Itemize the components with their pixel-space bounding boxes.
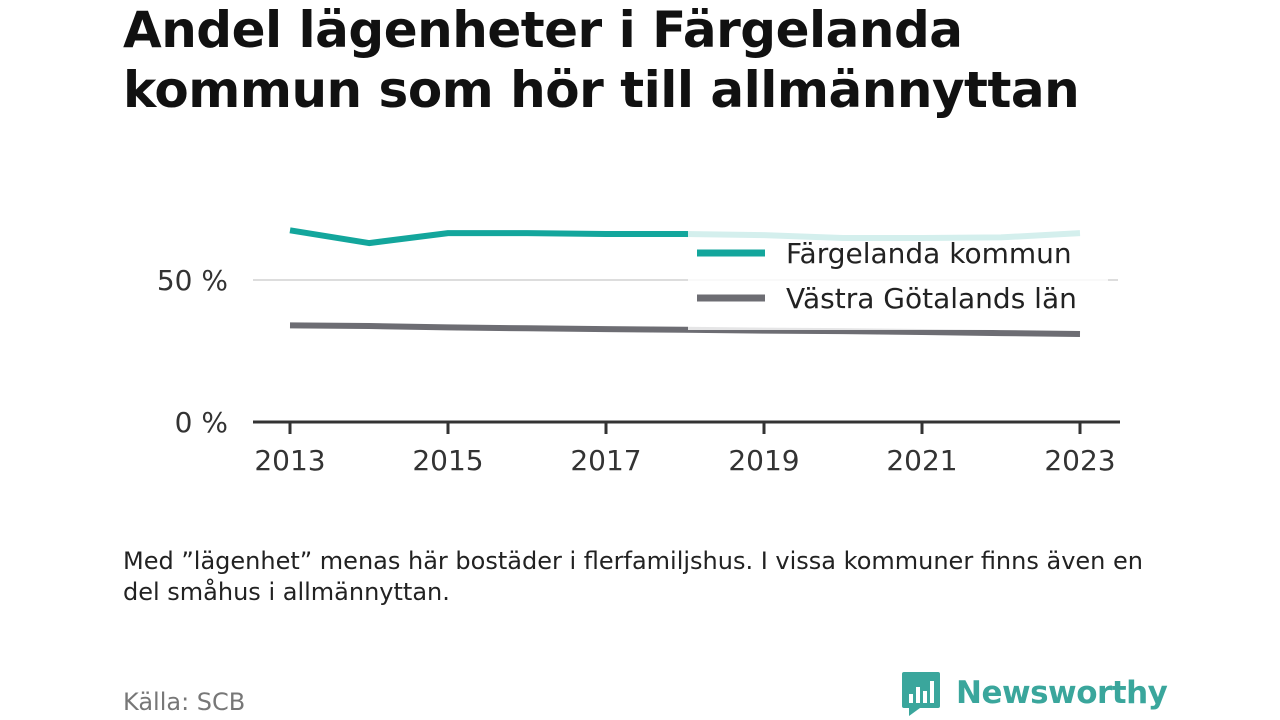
brand-signature: Newsworthy (900, 670, 1168, 716)
y-axis-labels: 0 % 50 % (157, 264, 228, 439)
series-line-2 (289, 322, 1081, 337)
legend-background (688, 228, 1108, 330)
brand-name: Newsworthy (956, 675, 1168, 711)
chart-note: Med ”lägenhet” menas här bostäder i fler… (123, 547, 1143, 606)
x-axis: 2013 2015 2017 2019 2021 2023 (253, 420, 1120, 477)
x-tick-label: 2021 (886, 444, 957, 477)
x-tick-label: 2015 (412, 444, 483, 477)
y-tick-label: 0 % (175, 406, 228, 439)
chart-title: Andel lägenheter i Färgelanda kommun som… (123, 1, 1080, 119)
newsworthy-logo-icon (902, 672, 940, 716)
x-tick-label: 2019 (728, 444, 799, 477)
x-tick-label: 2023 (1044, 444, 1115, 477)
source-label: Källa: SCB (123, 688, 246, 716)
legend: Färgelanda kommun Västra Götalands län (688, 228, 1108, 330)
y-tick-label: 50 % (157, 264, 228, 297)
legend-label-1: Färgelanda kommun (786, 237, 1072, 270)
x-tick-label: 2013 (254, 444, 325, 477)
x-tick-label: 2017 (570, 444, 641, 477)
legend-label-2: Västra Götalands län (786, 282, 1077, 315)
